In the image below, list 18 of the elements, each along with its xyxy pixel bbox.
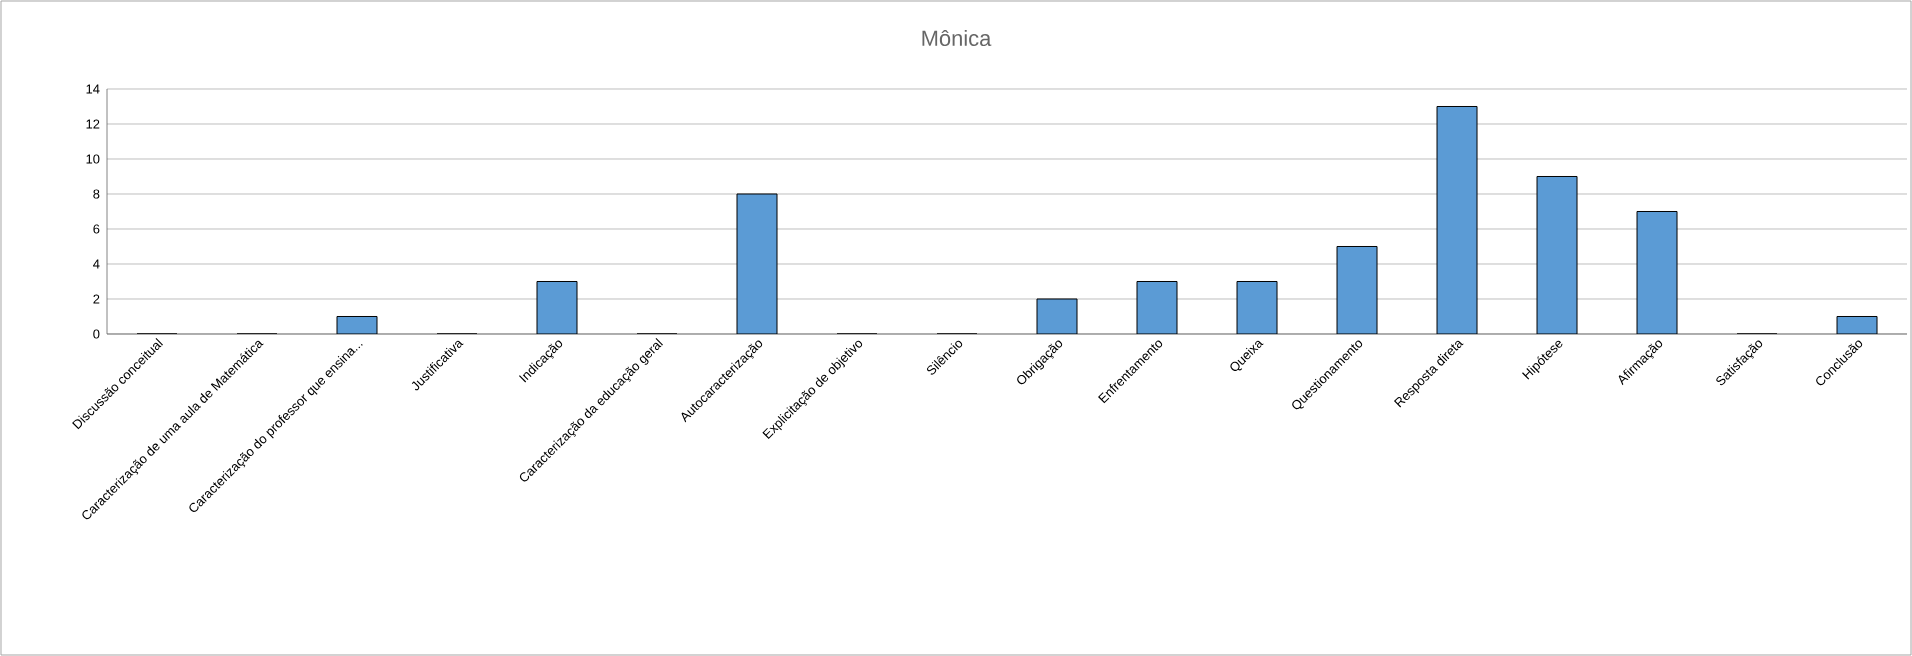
y-tick-label: 0: [93, 329, 100, 339]
bar: [1136, 281, 1178, 334]
y-tick-label: 10: [86, 154, 100, 164]
y-tick-label: 2: [93, 294, 100, 304]
bar: [736, 193, 778, 334]
y-tick-label: 6: [93, 224, 100, 234]
bar: [1036, 298, 1078, 334]
bar: [1436, 105, 1478, 334]
y-tick-label: 12: [86, 119, 100, 129]
chart-title: Mônica: [922, 29, 992, 47]
bar: [1536, 176, 1578, 334]
y-tick-label: 14: [86, 84, 100, 94]
y-tick-label: 8: [93, 189, 100, 199]
bar: [1236, 281, 1278, 334]
bar: [1336, 246, 1378, 334]
y-tick-label: 4: [93, 259, 100, 269]
bar: [1636, 211, 1678, 334]
bar: [536, 281, 578, 334]
